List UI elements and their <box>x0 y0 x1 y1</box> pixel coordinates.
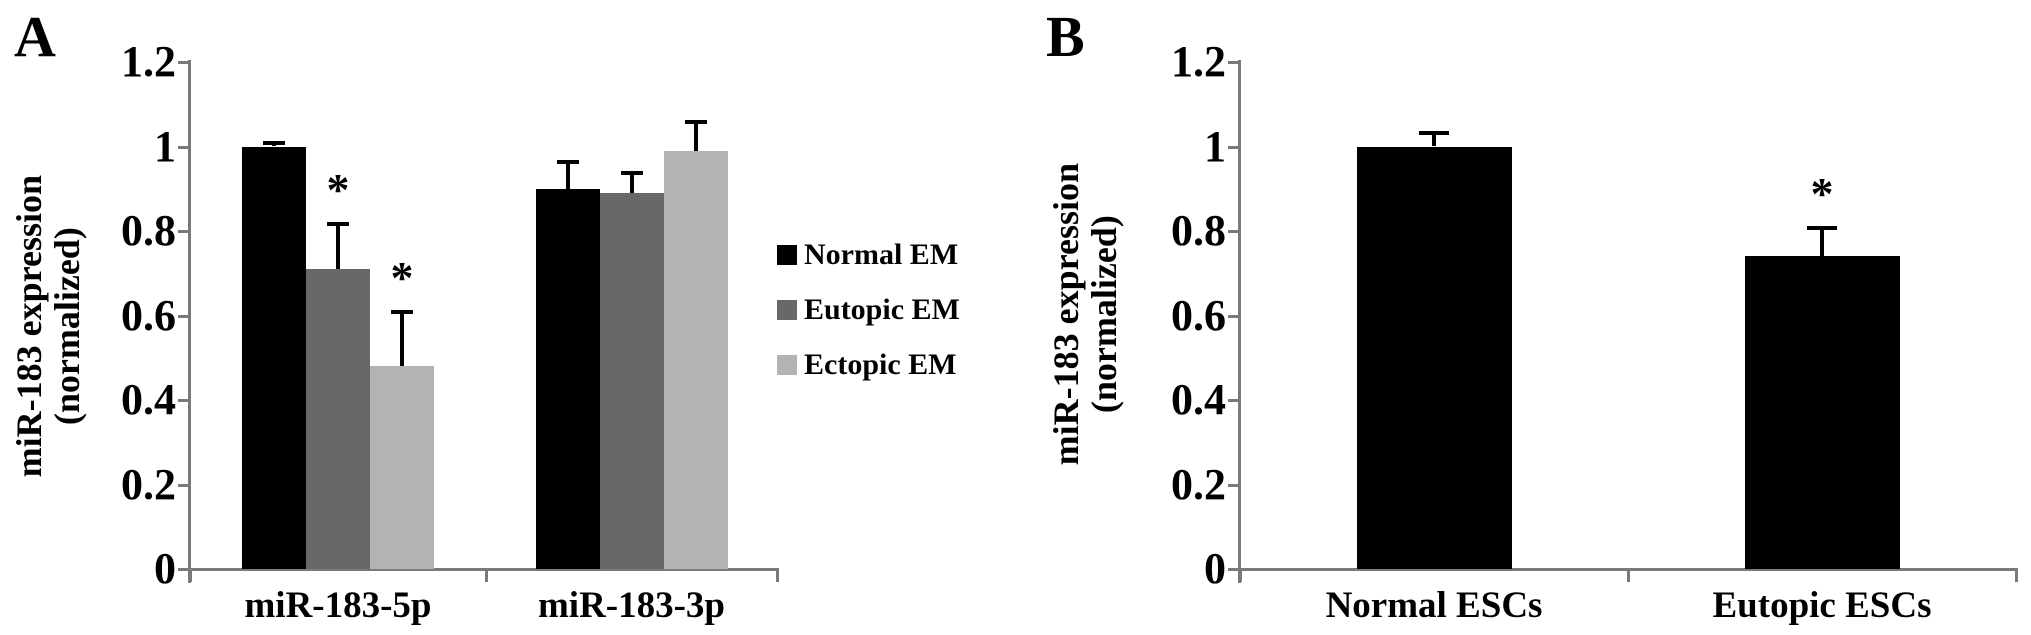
y-tick-label: 1 <box>1204 121 1226 171</box>
y-tick-mark <box>178 314 188 318</box>
y-tick-label: 0.6 <box>1171 290 1226 340</box>
legend-swatch <box>777 300 797 320</box>
error-bar-cap <box>263 141 285 146</box>
panel-b-y-axis-title: miR-183 expression (normalized) <box>1045 14 1124 614</box>
bar <box>1744 256 1900 569</box>
x-tick-mark <box>2015 569 2018 582</box>
y-tick-mark <box>1228 61 1238 64</box>
significance-asterisk: * <box>390 252 414 304</box>
x-tick-mark <box>1239 569 1242 582</box>
bar <box>663 150 728 569</box>
bar <box>1356 146 1512 569</box>
category-label: Eutopic ESCs <box>1712 585 1932 626</box>
error-bar-line <box>1432 131 1436 147</box>
x-tick-mark <box>485 569 488 582</box>
y-axis-line <box>188 60 191 583</box>
bar <box>535 188 600 569</box>
category-label: Normal ESCs <box>1325 585 1543 626</box>
legend-item: Eutopic EM <box>777 293 960 326</box>
significance-asterisk: * <box>326 163 350 215</box>
x-axis-line <box>188 568 779 571</box>
bar <box>306 269 370 569</box>
y-tick-label: 0.8 <box>1171 206 1226 255</box>
y-tick-mark <box>1228 483 1238 487</box>
y-tick-mark <box>178 145 188 149</box>
bar <box>370 366 434 569</box>
bar <box>599 192 664 569</box>
y-tick-label: 0 <box>1204 544 1226 593</box>
y-tick-label: 0.4 <box>1171 375 1226 424</box>
y-tick-mark <box>1228 145 1238 149</box>
error-bar-line <box>693 121 698 151</box>
y-tick-mark <box>178 568 188 571</box>
panel-a-y-axis-title-line1: miR-183 expression <box>8 175 49 478</box>
error-bar-cap <box>620 170 643 175</box>
y-tick-label: 0.2 <box>1171 459 1226 509</box>
error-bar-cap <box>556 160 579 165</box>
error-bar-line <box>629 171 634 193</box>
y-tick-mark <box>1228 568 1238 571</box>
error-bar-line <box>336 222 340 270</box>
x-tick-mark <box>776 569 779 582</box>
legend-label: Eutopic EM <box>804 293 960 326</box>
y-tick-label: 0.8 <box>121 206 176 255</box>
error-bar-cap <box>391 310 413 315</box>
error-bar-line <box>1820 226 1824 257</box>
y-tick-label: 0.6 <box>121 290 176 340</box>
y-axis-line <box>1238 60 1241 583</box>
error-bar-cap <box>327 221 349 226</box>
y-tick-mark <box>178 230 188 233</box>
legend-swatch <box>777 355 797 375</box>
y-tick-mark <box>178 399 188 402</box>
x-tick-mark <box>1627 569 1630 582</box>
panel-a-y-axis-title-line2: (normalized) <box>47 227 87 426</box>
error-bar-cap <box>1807 225 1837 230</box>
error-bar-cap <box>684 120 707 125</box>
significance-asterisk: * <box>1810 167 1834 219</box>
panel-b-y-axis-title-line1: miR-183 expression <box>1045 163 1086 466</box>
panel-a-letter: A <box>14 4 57 69</box>
bar <box>242 146 306 569</box>
category-label: miR-183-3p <box>537 585 726 626</box>
x-tick-mark <box>189 569 192 582</box>
legend-item: Normal EM <box>777 238 959 271</box>
y-tick-label: 1.2 <box>1171 37 1226 86</box>
y-tick-mark <box>178 61 188 64</box>
y-tick-mark <box>1228 399 1238 402</box>
legend-label: Normal EM <box>804 238 959 271</box>
legend-label: Ectopic EM <box>804 348 957 381</box>
category-label: miR-183-5p <box>244 585 432 626</box>
legend-item: Ectopic EM <box>777 348 957 381</box>
y-tick-mark <box>1228 314 1238 318</box>
y-tick-label: 1 <box>154 121 176 171</box>
panel-b-y-axis-title-line2: (normalized) <box>1084 215 1124 414</box>
panel-b-letter: B <box>1046 4 1086 69</box>
y-tick-mark <box>178 483 188 487</box>
y-tick-label: 0.2 <box>121 459 176 509</box>
error-bar-line <box>565 161 570 189</box>
error-bar-line <box>400 311 404 367</box>
y-tick-label: 0.4 <box>121 375 176 424</box>
y-tick-label: 1.2 <box>121 37 176 86</box>
y-tick-label: 0 <box>154 544 176 593</box>
error-bar-cap <box>1419 130 1449 135</box>
panel-a-y-axis-title: miR-183 expression (normalized) <box>8 26 87 626</box>
legend-swatch <box>777 245 797 265</box>
y-tick-mark <box>1228 230 1238 233</box>
